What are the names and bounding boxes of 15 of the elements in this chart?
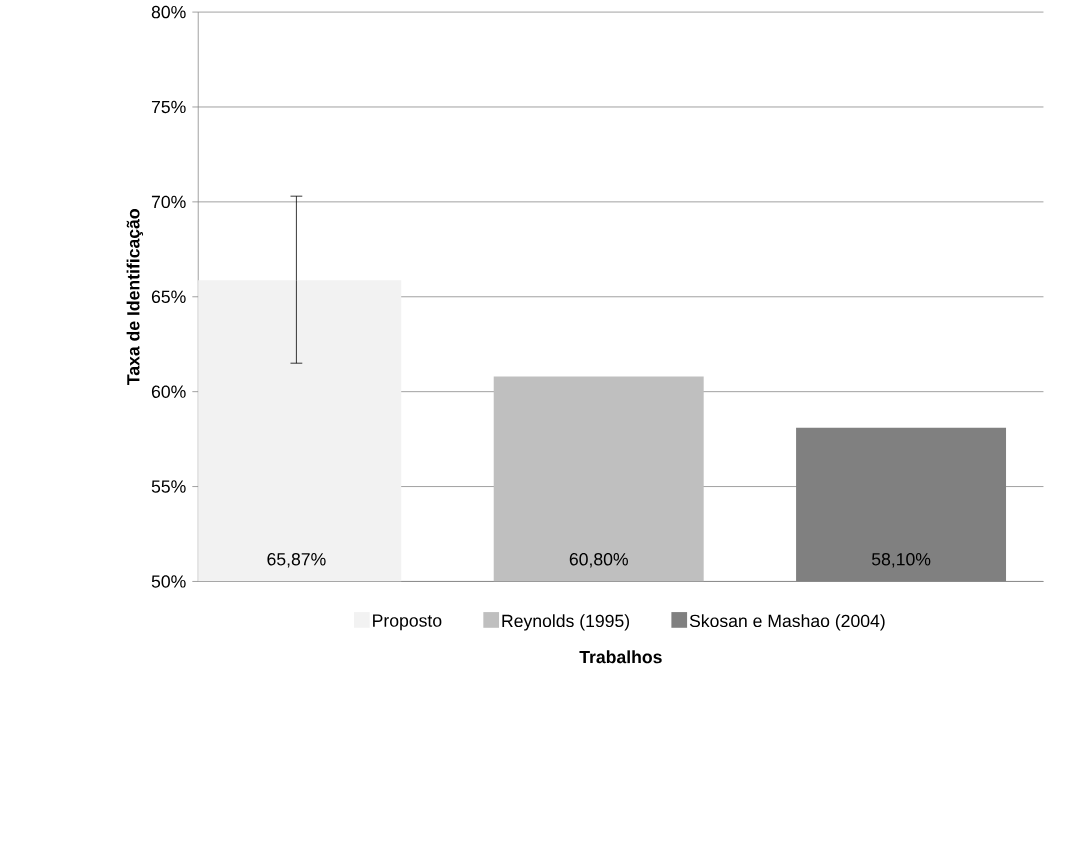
y-tick-label: 70% — [151, 195, 186, 209]
y-tick-label: 80% — [151, 5, 186, 19]
y-tick-label: 75% — [151, 100, 186, 114]
y-tick-label: 60% — [151, 385, 186, 398]
x-axis-title: Trabalhos — [579, 650, 662, 664]
data-label: 60,80% — [569, 552, 628, 568]
legend-label: Skosan e Mashao (2004) — [689, 614, 885, 631]
data-label: 65,87% — [267, 552, 326, 568]
y-tick-label: 55% — [151, 480, 186, 493]
y-tick-label: 50% — [151, 575, 186, 588]
y-axis-title: Taxa de Identificação — [126, 209, 144, 385]
data-label: 58,10% — [871, 552, 931, 568]
y-tick-label: 65% — [151, 290, 186, 303]
legend-label: Reynolds (1995) — [502, 614, 630, 631]
legend-label: Proposto — [373, 614, 442, 631]
